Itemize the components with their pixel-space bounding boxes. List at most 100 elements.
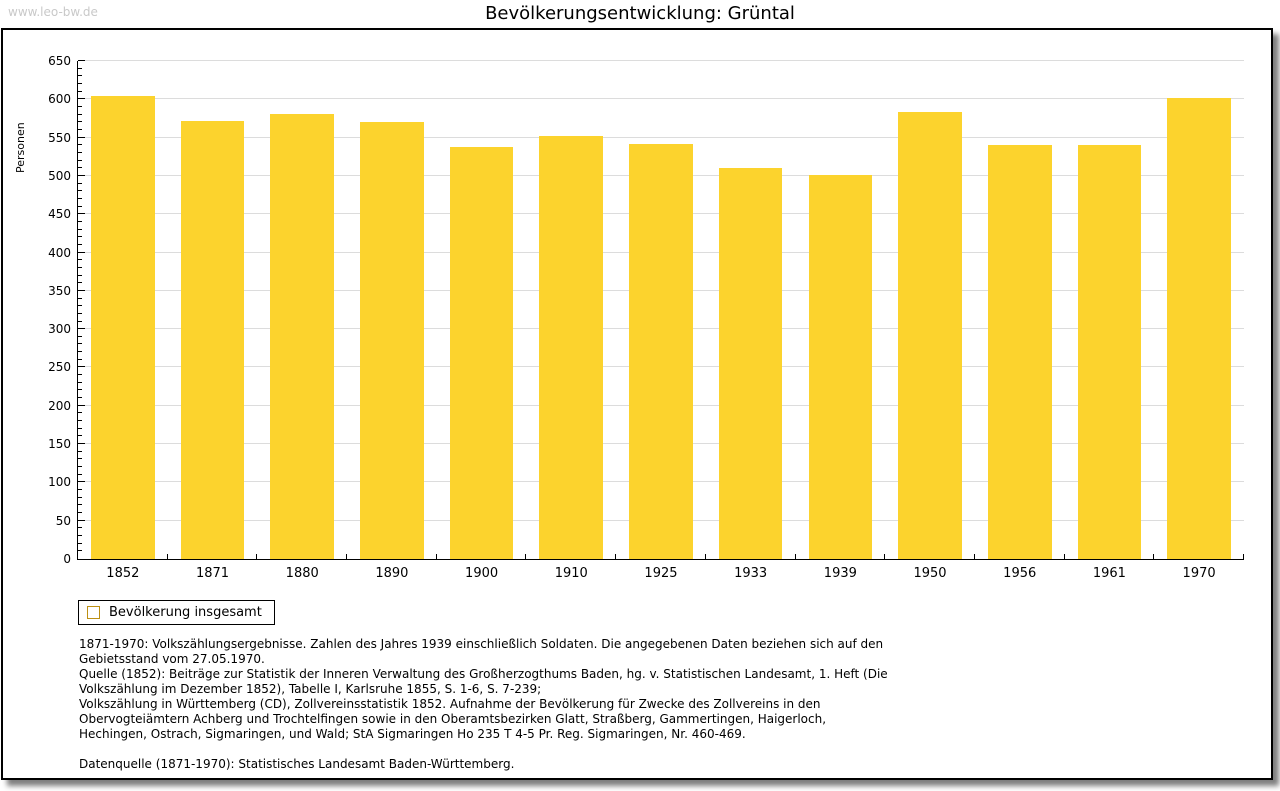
y-axis-minor-tick — [78, 550, 82, 552]
y-axis-minor-tick — [78, 320, 82, 322]
x-axis-boundary-tick — [525, 554, 527, 559]
x-tick-label-1933: 1933 — [734, 566, 768, 581]
y-axis-major-tick — [78, 404, 85, 406]
y-axis-minor-tick — [78, 512, 82, 514]
y-axis-minor-tick — [78, 121, 82, 123]
y-axis-major-tick — [78, 60, 85, 61]
x-tick-label-1871: 1871 — [195, 566, 230, 581]
y-tick-label: 200 — [48, 398, 71, 413]
y-axis-major-tick — [78, 328, 85, 330]
y-tick-label: 400 — [48, 245, 71, 260]
bar-1950 — [898, 111, 962, 559]
bar-1961 — [1077, 144, 1142, 559]
y-axis-minor-tick — [78, 412, 82, 414]
x-axis-boundary-tick — [615, 554, 617, 559]
gridline — [78, 98, 1244, 100]
y-axis-minor-tick — [78, 489, 82, 491]
y-axis-minor-tick — [78, 535, 82, 537]
bar-cell-1950: 1950 — [885, 61, 975, 581]
bar-cell-1970: 1970 — [1154, 61, 1244, 581]
x-axis-boundary-tick — [794, 554, 796, 559]
bar-cell-1961: 1961 — [1065, 61, 1155, 581]
y-tick-label: 500 — [48, 168, 71, 183]
x-axis-boundary-tick — [704, 554, 706, 559]
y-tick-label: 550 — [48, 130, 71, 145]
y-axis-minor-tick — [78, 527, 82, 529]
x-tick-label-1925: 1925 — [644, 566, 678, 581]
y-axis-minor-tick — [78, 151, 82, 153]
y-tick-label: 0 — [63, 552, 71, 566]
y-axis-major-tick — [78, 481, 85, 483]
x-axis-boundary-tick — [973, 554, 975, 559]
bar-1925 — [629, 143, 693, 559]
bar-cell-1871: 1871 — [168, 61, 258, 581]
footnotes-block: 1871-1970: Volkszählungsergebnisse. Zahl… — [79, 637, 893, 772]
x-axis-boundary-tick — [1063, 554, 1065, 559]
y-axis-minor-tick — [78, 435, 82, 437]
y-axis-minor-tick — [78, 358, 82, 360]
y-axis-minor-tick — [78, 90, 82, 92]
y-axis-major-tick — [78, 443, 85, 445]
y-tick-label: 100 — [48, 475, 71, 490]
y-axis-major-tick — [78, 366, 85, 368]
y-axis-minor-tick — [78, 343, 82, 345]
chart-card: Personen 1852 1871 1880 1890 1900 1910 1925 193… — [1, 28, 1273, 780]
datasource-line: Datenquelle (1871-1970): Statistisches L… — [79, 757, 515, 771]
x-tick-label-1939: 1939 — [823, 566, 857, 581]
chart-title: Bevölkerungsentwicklung: Grüntal — [485, 3, 795, 24]
y-axis-minor-tick — [78, 427, 82, 429]
y-tick-label: 600 — [48, 92, 71, 107]
legend-color-swatch-icon — [87, 606, 100, 619]
y-axis-minor-tick — [78, 450, 82, 452]
x-tick-label-1852: 1852 — [106, 566, 140, 581]
x-tick-label-1890: 1890 — [375, 566, 409, 581]
y-axis-minor-tick — [78, 496, 82, 498]
x-tick-label-1970: 1970 — [1182, 566, 1216, 581]
y-axis-minor-tick — [78, 83, 82, 84]
y-axis-minor-tick — [78, 228, 82, 230]
y-axis-minor-tick — [78, 282, 82, 284]
y-axis-title: Personen — [14, 122, 27, 173]
y-axis-minor-tick — [78, 113, 82, 115]
y-axis-minor-tick — [78, 236, 82, 238]
y-axis-minor-tick — [78, 266, 82, 268]
bar-cell-1880: 1880 — [257, 61, 347, 581]
y-axis-minor-tick — [78, 381, 82, 383]
x-tick-label-1961: 1961 — [1092, 566, 1126, 581]
footnote-paragraph-3: Volkszählung in Württemberg (CD), Zollve… — [79, 697, 827, 741]
x-axis-boundary-tick — [1243, 554, 1244, 559]
bar-1890 — [360, 121, 424, 559]
x-axis-boundary-tick — [435, 554, 437, 559]
plot-area: Personen 1852 1871 1880 1890 1900 1910 1925 193… — [14, 54, 1244, 581]
y-axis-major-tick — [78, 136, 85, 138]
y-axis-major-tick — [78, 213, 85, 215]
watermark-leo-bw: www.leo-bw.de — [8, 5, 98, 19]
bar-1910 — [539, 136, 604, 559]
y-axis-minor-tick — [78, 504, 82, 506]
bar-cell-1890: 1890 — [347, 61, 437, 581]
y-axis-minor-tick — [78, 312, 82, 314]
y-axis-minor-tick — [78, 389, 82, 391]
y-axis-minor-tick — [78, 259, 82, 261]
y-axis-major-tick — [78, 98, 85, 100]
y-axis-minor-tick — [78, 75, 82, 77]
y-tick-label: 50 — [55, 513, 71, 528]
bar-cell-1900: 1900 — [437, 61, 527, 581]
y-axis-minor-tick — [78, 144, 82, 146]
footnote-paragraph-1: 1871-1970: Volkszählungsergebnisse. Zahl… — [79, 637, 884, 666]
y-axis-minor-tick — [78, 335, 82, 337]
x-axis-boundary-tick — [256, 554, 258, 559]
y-axis-major-tick — [78, 289, 85, 291]
y-axis-minor-tick — [78, 473, 82, 475]
bar-1956 — [987, 144, 1052, 559]
y-axis-minor-tick — [78, 351, 82, 353]
footnote-paragraphs: 1871-1970: Volkszählungsergebnisse. Zahl… — [79, 637, 893, 742]
y-axis-minor-tick — [78, 105, 82, 107]
y-axis-minor-tick — [78, 305, 82, 307]
footnote-paragraph-2: Quelle (1852): Beiträge zur Statistik de… — [79, 667, 888, 696]
y-axis-minor-tick — [78, 274, 82, 276]
y-axis-minor-tick — [78, 167, 82, 169]
y-tick-label: 250 — [48, 360, 71, 375]
bar-1933 — [718, 167, 783, 559]
y-axis-minor-tick — [78, 243, 82, 245]
